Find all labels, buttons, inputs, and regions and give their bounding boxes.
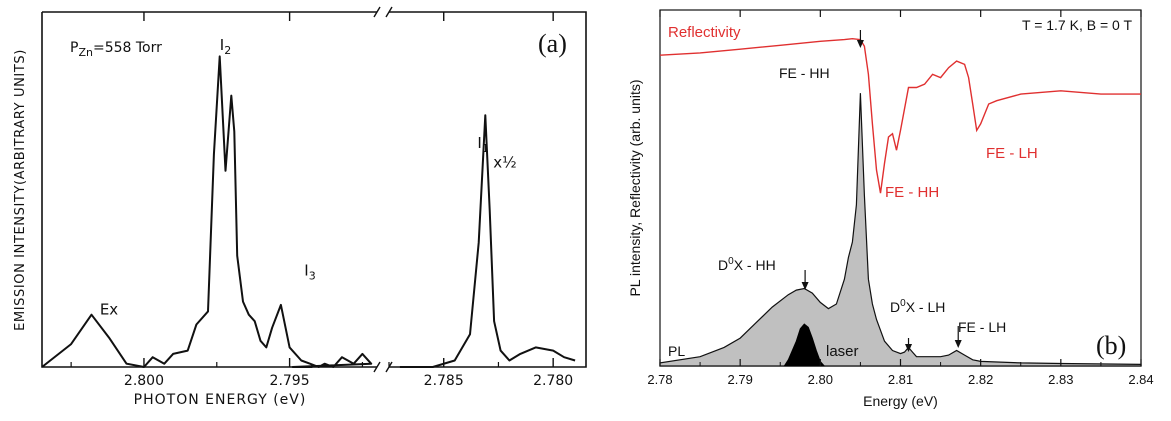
panel-b-y-axis-label: PL intensity, Reflectivity (arb. units): [627, 79, 643, 296]
peak-arrowhead: [801, 282, 809, 290]
panel-a-condition: PZn=558 Torr: [70, 40, 162, 59]
panel-b-x-tick-label: 2.78: [647, 372, 672, 387]
panel-a-x-tick-label: 2.785: [424, 373, 464, 389]
panel-a-peak-label: I2: [220, 36, 231, 57]
panel-b: 2.78 2.79 2.80 2.81 2.82 2.83 2.84 Reflectivit…: [627, 9, 1154, 409]
panel-b-labels: Reflectivity FE - HH FE - HH FE - LH D0X - H…: [668, 24, 1038, 360]
panel-a-peak-label: x½: [493, 154, 516, 172]
panel-b-x-axis-label: Energy (eV): [863, 393, 938, 409]
fe-hh-reflectivity-label: FE - HH: [885, 184, 939, 201]
panel-b-arrows: [801, 30, 962, 352]
d0x-lh-label: D0X - LH: [890, 298, 945, 315]
fe-lh-pl-label: FE - LH: [958, 319, 1006, 335]
panel-a-peak-label: Ex: [100, 301, 118, 319]
laser-label: laser: [826, 343, 859, 360]
peak-arrowhead: [856, 40, 864, 48]
panel-a-emission-curve-2: [399, 114, 576, 368]
panel-b-x-tick-label: 2.80: [808, 372, 833, 387]
fe-lh-reflectivity-label: FE - LH: [986, 145, 1038, 162]
panel-a-frame: [41, 11, 587, 368]
panel-b-label: (b): [1096, 331, 1126, 360]
panel-a-x-tick-label: 2.780: [533, 373, 573, 389]
panel-b-x-ticks: 2.78 2.79 2.80 2.81 2.82 2.83 2.84: [647, 10, 1154, 387]
peak-arrowhead: [954, 340, 962, 348]
panel-b-x-tick-label: 2.82: [968, 372, 993, 387]
d0x-hh-label: D0X - HH: [718, 256, 776, 273]
laser-peak-area: [783, 323, 826, 367]
panel-b-condition: T = 1.7 K, B = 0 T: [1022, 17, 1132, 33]
reflectivity-label: Reflectivity: [668, 24, 741, 41]
panel-b-x-tick-label: 2.79: [728, 372, 753, 387]
pl-label: PL: [668, 343, 685, 359]
panel-a-condition-subscript: Zn: [78, 46, 93, 59]
panel-a-x-ticks: 2.800 2.795 2.785 2.780: [70, 12, 573, 389]
panel-a-curves: [41, 55, 576, 368]
panel-a-y-axis-label: EMISSION INTENSITY(ARBITRARY UNITS): [13, 49, 28, 331]
panel-a-annotations: Ex I2 I3 I1 x½: [100, 36, 517, 319]
fe-hh-pl-label: FE - HH: [779, 65, 830, 81]
panel-a: 2.800 2.795 2.785 2.780 Ex I2 I3 I1 x½ PHOTON E…: [13, 6, 587, 408]
panel-b-x-tick-label: 2.84: [1128, 372, 1153, 387]
panel-a-axis-break: [373, 6, 393, 373]
panel-a-peak-label: I1: [477, 134, 488, 155]
panel-a-x-axis-label: PHOTON ENERGY (eV): [134, 392, 307, 408]
panel-a-x-tick-label: 2.795: [270, 373, 310, 389]
panel-b-x-tick-label: 2.81: [888, 372, 913, 387]
pl-spectrum-area: [659, 93, 1142, 367]
axis-break-mark: [373, 6, 393, 18]
panel-a-emission-curve-1: [41, 55, 373, 368]
panel-b-x-tick-label: 2.83: [1048, 372, 1073, 387]
peak-arrowhead: [905, 344, 913, 352]
reflectivity-curve: [659, 37, 1141, 194]
panel-a-condition-value: =558 Torr: [93, 40, 162, 56]
panel-a-label: (a): [538, 29, 567, 58]
panel-a-x-tick-label: 2.800: [124, 373, 164, 389]
panel-a-condition-symbol: P: [70, 40, 78, 56]
panel-a-peak-label: I3: [304, 261, 315, 282]
